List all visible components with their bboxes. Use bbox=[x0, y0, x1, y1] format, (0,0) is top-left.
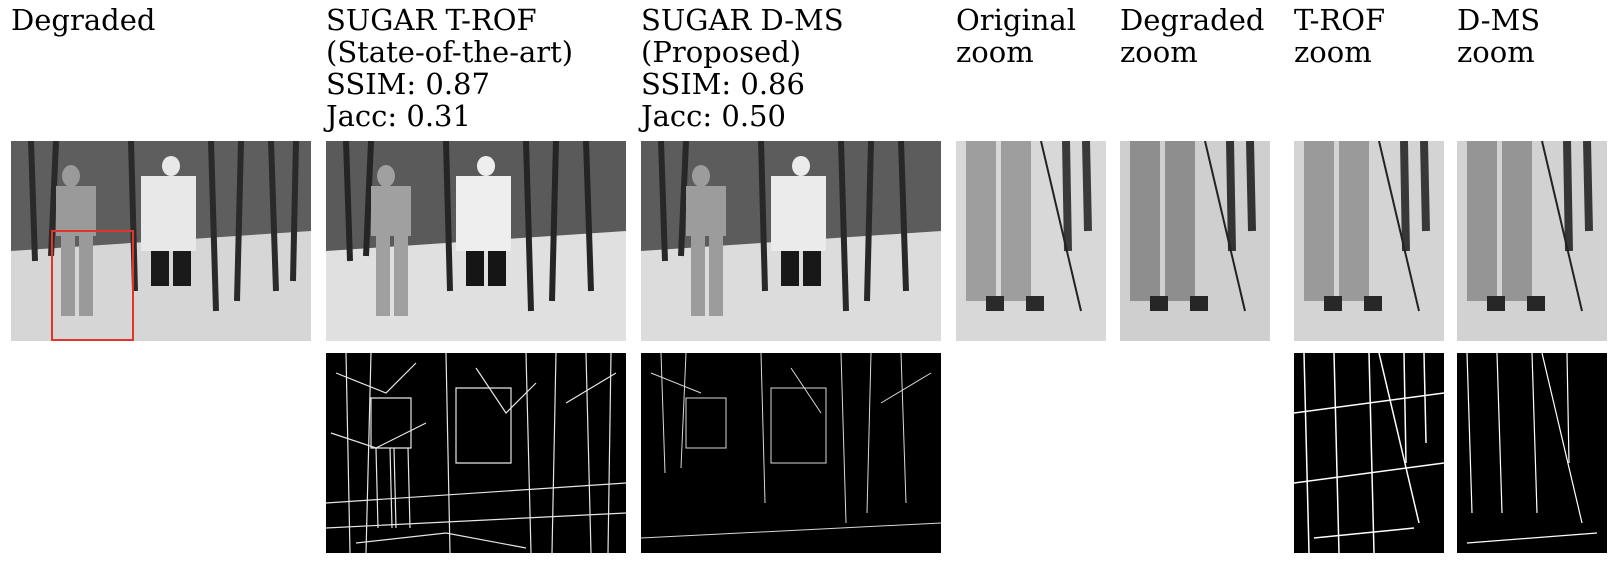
t-rof-contour-map bbox=[326, 353, 626, 553]
caption-line-ssim: SSIM: 0.87 bbox=[326, 67, 490, 101]
t-rof-result-image bbox=[326, 141, 626, 341]
d-ms-result-image bbox=[641, 141, 941, 341]
caption-line: Degraded bbox=[1120, 3, 1265, 37]
caption-line: zoom bbox=[1294, 35, 1372, 69]
t-rof-zoom-image bbox=[1294, 141, 1444, 341]
caption-line: (State-of-the-art) bbox=[326, 35, 574, 69]
caption-line: SUGAR D-MS bbox=[641, 3, 844, 37]
caption-line: Original bbox=[956, 3, 1076, 37]
caption-d-ms-zoom: D-MS zoom bbox=[1457, 4, 1540, 68]
d-ms-zoom-image bbox=[1457, 141, 1607, 341]
caption-t-rof: SUGAR T-ROF (State-of-the-art) SSIM: 0.8… bbox=[326, 4, 573, 132]
caption-line-jacc: Jacc: 0.31 bbox=[326, 99, 471, 133]
original-zoom-image bbox=[956, 141, 1106, 341]
caption-degraded-zoom: Degraded zoom bbox=[1120, 4, 1264, 68]
degraded-image bbox=[11, 141, 311, 341]
caption-line-ssim: SSIM: 0.86 bbox=[641, 67, 805, 101]
caption-degraded: Degraded bbox=[11, 4, 155, 36]
t-rof-zoom-contour-map bbox=[1294, 353, 1444, 553]
d-ms-contour-map bbox=[641, 353, 941, 553]
caption-line: zoom bbox=[956, 35, 1034, 69]
zoom-region-box bbox=[51, 230, 134, 341]
caption-t-rof-zoom: T-ROF zoom bbox=[1294, 4, 1385, 68]
caption-line: SUGAR T-ROF bbox=[326, 3, 537, 37]
degraded-zoom-image bbox=[1120, 141, 1270, 341]
d-ms-zoom-contour-map bbox=[1457, 353, 1607, 553]
caption-line: T-ROF bbox=[1294, 3, 1386, 37]
caption-original-zoom: Original zoom bbox=[956, 4, 1076, 68]
caption-line-jacc: Jacc: 0.50 bbox=[641, 99, 786, 133]
caption-d-ms: SUGAR D-MS (Proposed) SSIM: 0.86 Jacc: 0… bbox=[641, 4, 844, 132]
caption-line: zoom bbox=[1120, 35, 1198, 69]
caption-line: (Proposed) bbox=[641, 35, 802, 69]
caption-line: zoom bbox=[1457, 35, 1535, 69]
caption-line: Degraded bbox=[11, 3, 156, 37]
caption-line: D-MS bbox=[1457, 3, 1541, 37]
